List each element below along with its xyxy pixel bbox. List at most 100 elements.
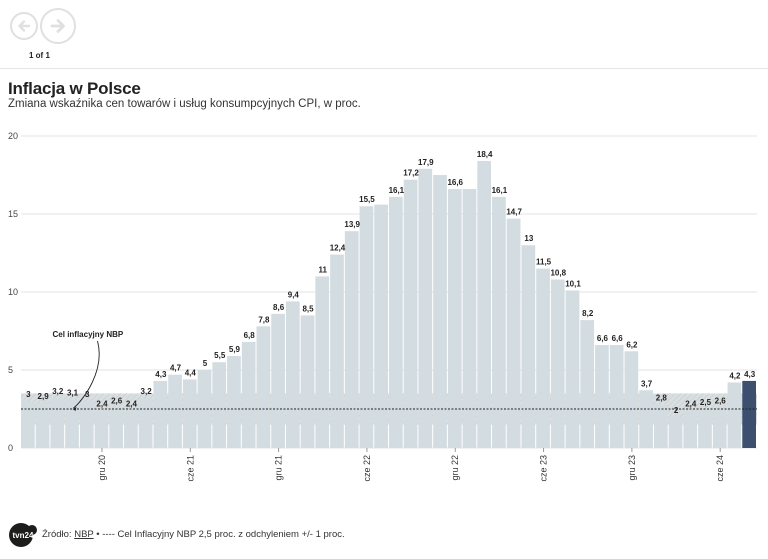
bar	[94, 410, 109, 448]
data-label: 2,6	[715, 396, 727, 405]
x-tick-label: cze 22	[362, 455, 372, 482]
bar	[668, 416, 683, 448]
data-label: 10,8	[550, 269, 566, 278]
bar	[639, 390, 653, 448]
data-label: 16,6	[447, 178, 463, 187]
bar	[418, 168, 433, 448]
footer: tvn24 Źródło: NBP • ---- Cel Inflacyjny …	[8, 520, 708, 547]
bars	[21, 160, 756, 448]
bar	[477, 160, 492, 448]
data-label: 13,9	[344, 220, 360, 229]
x-tick-label: gru 23	[627, 455, 637, 481]
data-label: 2,8	[656, 393, 668, 402]
data-label: 12,4	[330, 244, 346, 253]
bar	[521, 245, 536, 448]
y-axis: 0 5 10 15 20	[8, 131, 18, 453]
annotation-arrow	[73, 340, 100, 409]
tvn24-logo: tvn24	[9, 523, 37, 547]
data-label: 6,6	[597, 334, 609, 343]
data-label: 17,9	[418, 158, 434, 167]
bar	[212, 362, 227, 448]
bar	[168, 374, 182, 448]
y-tick-label: 0	[8, 443, 13, 453]
data-label: 3,2	[52, 387, 64, 396]
source-link[interactable]: NBP	[74, 529, 94, 540]
data-label: 2,4	[126, 400, 138, 409]
bar	[374, 204, 388, 448]
bar	[609, 345, 624, 448]
data-label: 5,5	[214, 351, 226, 360]
data-label: 2,4	[685, 400, 697, 409]
bar	[330, 254, 344, 448]
bar	[271, 313, 285, 448]
bar	[580, 320, 595, 448]
page-indicator: 1 of 1	[29, 51, 50, 60]
data-label: 16,1	[389, 186, 405, 195]
bar	[447, 189, 462, 448]
bar	[227, 355, 241, 448]
bar	[65, 399, 79, 448]
data-label: 11	[319, 265, 328, 274]
toolbar: 1 of 1	[0, 0, 768, 69]
bar	[109, 407, 124, 448]
data-label: 2,6	[111, 396, 123, 405]
annotation-label: Cel inflacyjny NBP	[53, 330, 124, 339]
data-label: 18,4	[477, 150, 493, 159]
bar	[727, 382, 742, 448]
bar	[462, 189, 477, 448]
data-label: 16,1	[492, 186, 508, 195]
y-tick-label: 15	[8, 209, 18, 219]
bar	[124, 410, 138, 448]
data-label: 4,7	[170, 364, 182, 373]
bar	[712, 407, 727, 448]
bar	[536, 268, 550, 448]
bar	[35, 402, 50, 448]
data-label: 2,4	[96, 400, 108, 409]
data-label: 7,8	[258, 315, 270, 324]
bar	[300, 315, 315, 448]
data-label: 4,3	[155, 370, 167, 379]
y-tick-label: 5	[8, 365, 13, 375]
bar	[182, 379, 197, 448]
bar	[698, 409, 712, 448]
data-label: 3	[85, 390, 90, 399]
data-label: 6,2	[626, 340, 638, 349]
bar	[256, 326, 271, 448]
bar	[506, 218, 521, 448]
arrow-right-icon	[50, 19, 65, 33]
data-label: 13	[524, 234, 533, 243]
data-label: 6,6	[612, 334, 624, 343]
x-tick-label: gru 22	[450, 455, 460, 481]
x-tick-label: gru 20	[97, 455, 107, 481]
bar	[359, 206, 374, 448]
x-tick-label: cze 24	[715, 455, 725, 482]
inflation-chart: 3 2,93,2 3,1 32,4 2,6 2,43,24,34,74,455,55,96…	[8, 131, 757, 482]
chart-subtitle: Zmiana wskaźnika cen towarów i usług kon…	[8, 98, 361, 110]
data-label: 10,1	[565, 279, 581, 288]
data-label: 8,2	[582, 309, 594, 318]
data-label: 3	[26, 390, 31, 399]
previous-button[interactable]	[10, 12, 38, 40]
y-tick-label: 20	[8, 131, 18, 141]
bar	[653, 404, 668, 448]
data-label: 4,2	[729, 371, 741, 380]
data-label: 3,2	[141, 387, 153, 396]
x-tick-label: cze 23	[539, 455, 549, 482]
bar	[79, 401, 94, 448]
next-button[interactable]	[40, 8, 76, 44]
bar	[683, 410, 698, 448]
data-label: 8,6	[273, 303, 285, 312]
data-label: 2	[674, 406, 679, 415]
bar	[138, 398, 153, 448]
bar	[285, 301, 300, 448]
bar	[21, 401, 35, 448]
data-label: 6,8	[244, 331, 256, 340]
bar	[565, 290, 580, 448]
bar	[624, 351, 639, 448]
data-label: 8,5	[302, 304, 314, 313]
source-note: Źródło: NBP • ---- Cel Inflacyjny NBP 2,…	[42, 529, 345, 540]
data-label: 14,7	[506, 208, 522, 217]
bar	[550, 279, 565, 448]
data-label: 4,3	[744, 370, 756, 379]
chart-title: Inflacja w Polsce	[8, 79, 141, 98]
